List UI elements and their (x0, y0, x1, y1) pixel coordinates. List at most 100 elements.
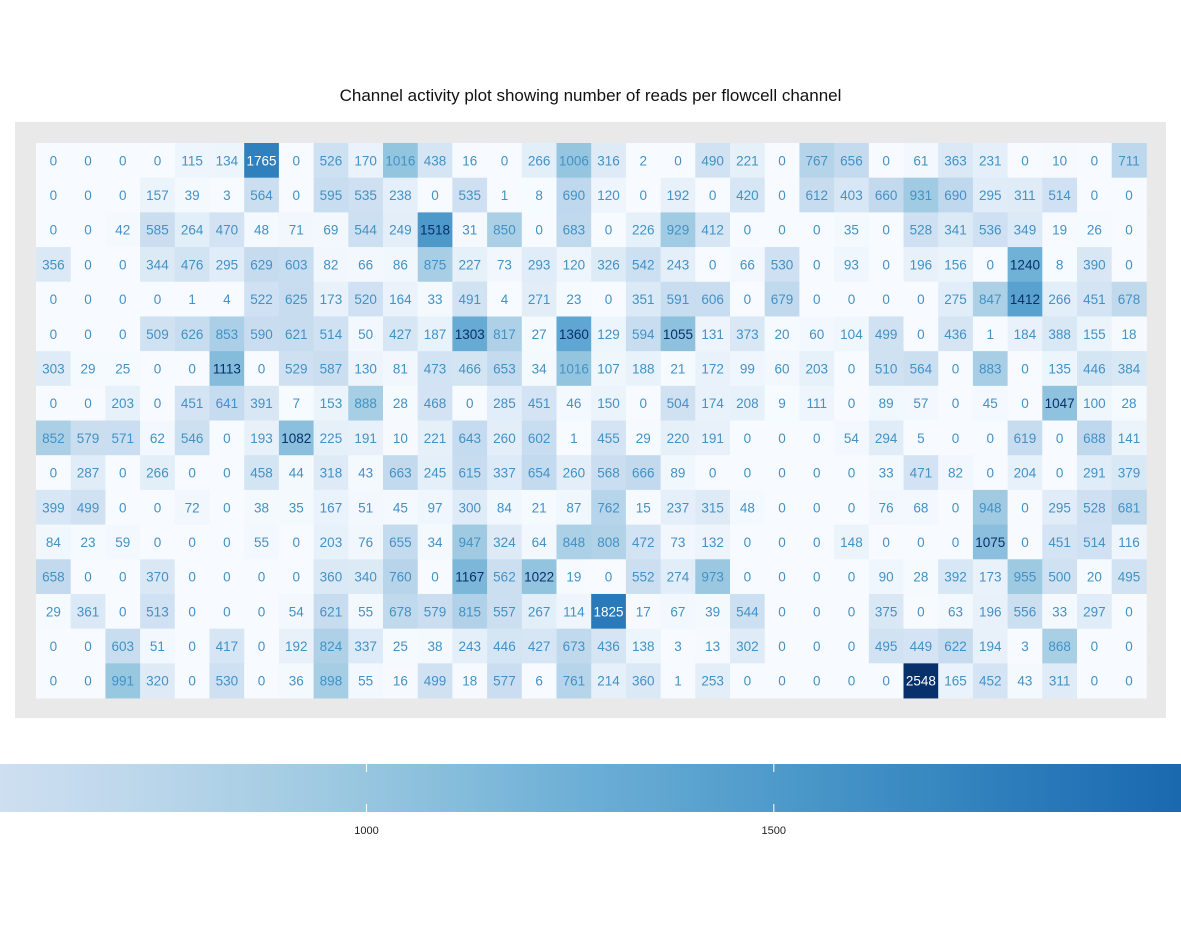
heatmap-cell-label: 225 (320, 431, 343, 446)
heatmap-cell-label: 452 (979, 674, 1002, 689)
heatmap-cell-label: 120 (597, 188, 620, 203)
heatmap-cell-label: 69 (323, 223, 338, 238)
heatmap-cell (868, 489, 904, 525)
heatmap-cell (1007, 385, 1043, 421)
heatmap-cell (1111, 177, 1147, 213)
heatmap-cell-label: 658 (42, 570, 65, 585)
heatmap-cell-label: 0 (882, 674, 890, 689)
heatmap-cell-label: 66 (740, 257, 755, 272)
heatmap-cell (1111, 143, 1147, 179)
heatmap-cell (938, 212, 974, 248)
heatmap-cell-label: 10 (1052, 153, 1067, 168)
heatmap-cell (972, 628, 1008, 664)
heatmap-cell (383, 316, 419, 352)
heatmap-cell-label: 815 (458, 604, 481, 619)
heatmap-cell-label: 528 (910, 223, 933, 238)
heatmap-cell (695, 247, 731, 283)
heatmap-cell (660, 316, 696, 352)
heatmap-cell-label: 591 (667, 292, 690, 307)
heatmap-cell (105, 143, 141, 179)
heatmap-cell-label: 0 (778, 535, 786, 550)
heatmap-cell-label: 29 (46, 604, 61, 619)
heatmap-cell (140, 455, 176, 491)
heatmap-cell-label: 295 (216, 257, 239, 272)
heatmap-cell-label: 73 (497, 257, 512, 272)
heatmap-cell (1077, 593, 1113, 630)
heatmap-cell (36, 351, 72, 387)
heatmap-cell (452, 247, 488, 283)
heatmap-cell (625, 351, 661, 387)
heatmap-cell (660, 489, 696, 525)
heatmap-cell (591, 559, 627, 595)
heatmap-cell-label: 514 (1048, 188, 1071, 203)
heatmap-cell-label: 587 (320, 361, 343, 376)
heatmap-cell-label: 71 (289, 223, 304, 238)
heatmap-cell-label: 973 (701, 570, 724, 585)
heatmap-cell (834, 177, 870, 213)
heatmap-cell-label: 0 (605, 570, 613, 585)
heatmap-cell-label: 84 (497, 500, 513, 515)
heatmap-cell-label: 203 (805, 361, 828, 376)
heatmap-cell-label: 0 (952, 361, 960, 376)
heatmap-cell (383, 455, 419, 491)
heatmap-cell-label: 33 (879, 466, 894, 481)
heatmap-cell-label: 203 (111, 396, 134, 411)
heatmap-cell (174, 143, 210, 179)
heatmap-cell-label: 0 (813, 639, 821, 654)
heatmap-cell-label: 1016 (385, 153, 415, 168)
heatmap-cell-label: 68 (913, 500, 928, 515)
heatmap-cell-label: 603 (111, 639, 134, 654)
heatmap-cell (730, 351, 766, 387)
heatmap-cell (972, 247, 1008, 283)
heatmap-cell-label: 384 (1118, 361, 1141, 376)
heatmap-cell-label: 351 (632, 292, 655, 307)
heatmap-cell (799, 489, 835, 525)
heatmap-cell-label: 0 (778, 153, 786, 168)
heatmap-cell (244, 420, 280, 456)
heatmap-cell-label: 0 (292, 535, 300, 550)
heatmap-cell (834, 212, 870, 248)
heatmap-cell-label: 267 (528, 604, 551, 619)
heatmap-cell-label: 55 (358, 674, 373, 689)
heatmap-cell (972, 663, 1008, 699)
heatmap-cell (764, 628, 800, 664)
heatmap-cell (1007, 351, 1043, 387)
heatmap-cell-label: 0 (154, 500, 162, 515)
heatmap-cell-label: 0 (258, 361, 266, 376)
heatmap-cell-label: 157 (146, 188, 169, 203)
heatmap-cell-label: 0 (119, 570, 127, 585)
heatmap-cell (695, 559, 731, 595)
heatmap-cell (834, 385, 870, 421)
heatmap-cell-label: 0 (1021, 535, 1029, 550)
heatmap-cell-label: 470 (216, 223, 239, 238)
heatmap-cell (799, 177, 835, 213)
heatmap-cell-label: 0 (744, 292, 752, 307)
heatmap-cell (487, 385, 523, 421)
heatmap-cell (313, 455, 349, 491)
heatmap-cell (695, 143, 731, 179)
heatmap-cell (556, 559, 592, 595)
heatmap-cell-label: 375 (875, 604, 898, 619)
heatmap-cell-label: 656 (840, 153, 863, 168)
heatmap-cell-label: 0 (223, 604, 231, 619)
heatmap-cell-label: 455 (597, 431, 620, 446)
heatmap-cell-label: 54 (289, 604, 305, 619)
heatmap-cell (695, 281, 731, 317)
heatmap-cell (70, 177, 106, 213)
heatmap-cell-label: 35 (289, 500, 304, 515)
heatmap-cell (903, 489, 939, 525)
heatmap-cell-label: 679 (771, 292, 794, 307)
heatmap-cell (521, 593, 557, 630)
heatmap-cell-label: 29 (81, 361, 96, 376)
heatmap-cell-label: 528 (1083, 500, 1106, 515)
heatmap-cell (36, 316, 72, 352)
heatmap-cell-label: 504 (667, 396, 690, 411)
heatmap-cell-label: 116 (1118, 535, 1140, 550)
heatmap-cell (868, 385, 904, 421)
heatmap-cell-label: 266 (528, 153, 551, 168)
heatmap-cell (1111, 316, 1147, 352)
heatmap-cell (1007, 524, 1043, 560)
heatmap-cell (452, 559, 488, 595)
heatmap-cell-label: 412 (701, 223, 724, 238)
heatmap-cell-label: 191 (354, 431, 377, 446)
